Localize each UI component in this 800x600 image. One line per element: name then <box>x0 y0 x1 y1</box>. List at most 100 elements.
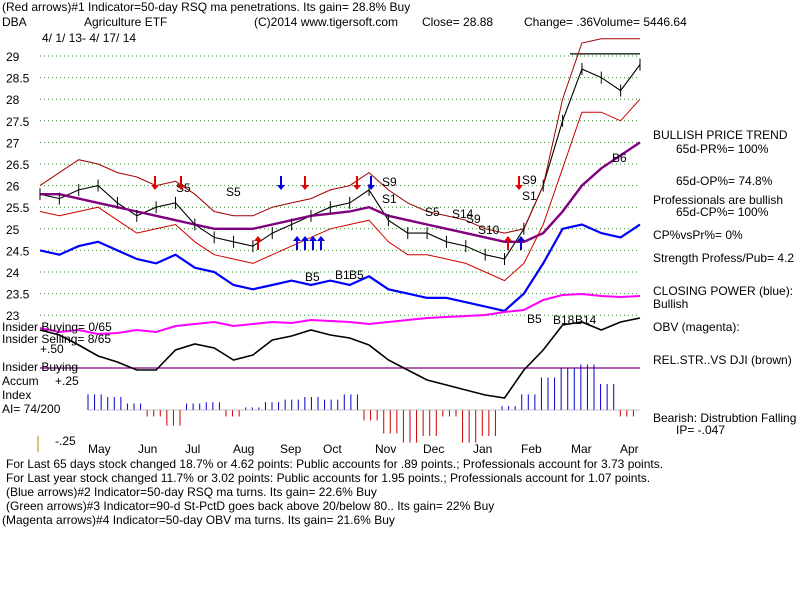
price-tick-label: 23 <box>6 309 20 323</box>
ai-value: AI= 74/200 <box>2 402 61 416</box>
price-tick-label: 24 <box>6 266 20 280</box>
lower-band-line <box>39 98 641 282</box>
accum-label: Accum <box>2 374 39 388</box>
month-label: Jul <box>185 442 200 456</box>
signal-label: S5 <box>176 181 191 195</box>
month-label: Oct <box>323 442 342 456</box>
signal-label: S9 <box>382 175 397 189</box>
signal-arrow-head <box>317 236 325 241</box>
price-series <box>39 38 641 313</box>
ip-value: IP= -.047 <box>676 423 726 437</box>
minus25-label: -.25 <box>55 434 76 448</box>
signal-arrow-head <box>301 185 309 190</box>
signal-arrow-head <box>367 185 375 190</box>
symbol: DBA <box>2 15 27 29</box>
signal-arrow-head <box>517 236 525 241</box>
month-label: Jun <box>138 442 157 456</box>
price-tick-label: 26 <box>6 180 20 194</box>
price-tick-label: 28 <box>6 93 20 107</box>
signal-label: B6 <box>612 151 627 165</box>
plus25-label: +.25 <box>55 374 79 388</box>
price-gridlines <box>40 53 640 316</box>
moving-average-line <box>40 141 641 244</box>
footer-line-blue: (Blue arrows)#2 Indicator=50-day RSQ ma … <box>6 485 377 499</box>
price-tick-label: 23.5 <box>6 288 30 302</box>
bullish-trend-label: BULLISH PRICE TREND <box>653 128 788 142</box>
signal-arrow-head <box>293 236 301 241</box>
closing-power-label: CLOSING POWER (blue): <box>653 284 794 298</box>
relstr-label: REL.STR..VS DJI (brown) <box>653 353 792 367</box>
month-label: Mar <box>571 442 592 456</box>
strength-ratio: Strength Profess/Pub= 4.2 <box>653 251 795 265</box>
closing-power-line <box>39 223 641 313</box>
signal-label: B1 <box>335 268 350 282</box>
month-label: Aug <box>233 442 254 456</box>
obv-label: OBV (magenta): <box>653 320 740 334</box>
footer-line-green: (Green arrows)#3 Indicator=90-d St-PctD … <box>6 499 495 513</box>
price-tick-label: 26.5 <box>6 158 30 172</box>
insider-selling-count: Insider Selling= 8/65 <box>2 332 112 346</box>
copyright: (C)2014 www.tigersoft.com <box>254 15 399 29</box>
month-label: Jan <box>473 442 492 456</box>
footer-line-65days: For Last 65 days stock changed 18.7% or … <box>6 457 664 471</box>
professionals-label: Professionals are bullish <box>653 193 784 207</box>
close-value: Close= 28.88 <box>422 15 494 29</box>
obv-line <box>39 292 641 336</box>
op-percent: 65d-OP%= 74.8% <box>676 174 773 188</box>
price-axis: 29 28.5 28 27.5 27 26.5 26 25.5 25 24.5 24 23.5 23 <box>6 50 30 323</box>
cp-percent: 65d-CP%= 100% <box>676 205 769 219</box>
month-label: May <box>88 442 111 456</box>
volume-value: Volume= 5446.64 <box>593 15 687 29</box>
signal-label: S9 <box>522 173 537 187</box>
price-tick-label: 27.5 <box>6 115 30 129</box>
footer-line-year: For Last year stock changed 11.7% or 3.0… <box>6 471 651 485</box>
price-tick-label: 29 <box>6 50 20 64</box>
signal-arrow-head <box>353 185 361 190</box>
plus50-label: +.50 <box>40 342 64 356</box>
signal-label: S5 <box>425 205 440 219</box>
signal-label: B5 <box>527 312 542 326</box>
header-line1: (Red arrows)#1 Indicator=50-day RSQ ma p… <box>2 0 411 14</box>
month-label: Apr <box>620 442 639 456</box>
price-tick-label: 27 <box>6 136 20 150</box>
signal-arrow-head <box>515 185 523 190</box>
signal-label: B14 <box>575 313 597 327</box>
signal-arrow-head <box>301 236 309 241</box>
signal-label: B5 <box>305 270 320 284</box>
price-tick-label: 28.5 <box>6 72 30 86</box>
signal-label: S10 <box>478 223 500 237</box>
month-label: Sep <box>280 442 302 456</box>
price-tick-label: 25 <box>6 223 20 237</box>
security-name: Agriculture ETF <box>84 15 168 29</box>
month-label: Feb <box>521 442 542 456</box>
signal-arrow-head <box>254 236 262 241</box>
price-line <box>39 64 641 260</box>
price-tick-label: 25.5 <box>6 201 30 215</box>
change-value: Change= .36 <box>524 15 594 29</box>
bearish-label: Bearish: Distrubtion Falling <box>653 411 797 425</box>
signal-arrow-head <box>177 185 185 190</box>
insider-buying-label: Insider Buying <box>2 360 79 374</box>
upper-band-line <box>39 38 640 234</box>
index-label: Index <box>2 388 32 402</box>
footer-line-magenta: (Magenta arrows)#4 Indicator=50-day OBV … <box>2 513 395 527</box>
relative-strength-line <box>39 317 641 399</box>
signal-arrow-head <box>309 236 317 241</box>
pr-percent: 65d-PR%= 100% <box>676 142 769 156</box>
accum-index-histogram <box>37 364 640 452</box>
signal-arrow-head <box>151 185 159 190</box>
signal-label: S14 <box>452 207 474 221</box>
signal-label: S5 <box>226 185 241 199</box>
signal-label: S1 <box>522 189 537 203</box>
date-range: 4/ 1/ 13- 4/ 17/ 14 <box>42 31 137 45</box>
price-tick-label: 24.5 <box>6 244 30 258</box>
signal-label: B5 <box>349 268 364 282</box>
signal-label: S1 <box>382 192 397 206</box>
signal-label: S9 <box>466 212 481 226</box>
insider-buying-count: Insider Buying= 0/65 <box>2 320 112 334</box>
cp-vs-pr: CP%vsPr%= 0% <box>653 228 743 242</box>
month-label: Dec <box>423 442 444 456</box>
signal-arrow-head <box>504 236 512 241</box>
month-label: Nov <box>375 442 396 456</box>
